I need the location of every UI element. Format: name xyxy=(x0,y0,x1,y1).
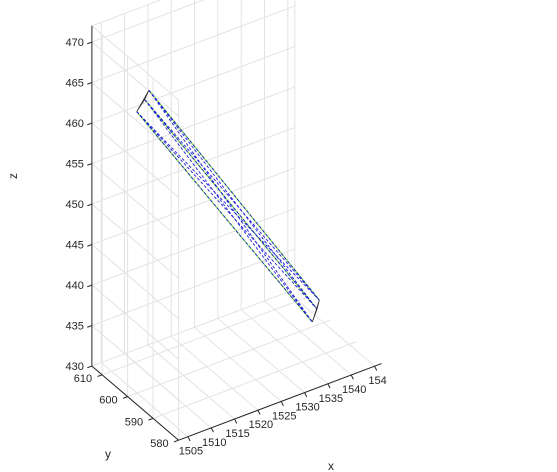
z-tick-label: 450 xyxy=(66,199,84,211)
z-tick-label: 440 xyxy=(66,280,84,292)
gridline-z-left xyxy=(91,163,179,239)
gridline-x-floor xyxy=(240,309,329,385)
gridline-z-back xyxy=(91,45,296,124)
z-tick-mark xyxy=(87,163,93,166)
z-tick-label: 435 xyxy=(66,321,84,333)
gridline-y-floor xyxy=(101,297,306,376)
x-tick-label: 154 xyxy=(368,375,386,387)
gridline-z-left xyxy=(91,244,179,320)
gridline-x-floor xyxy=(217,318,305,393)
dashed-edge-line xyxy=(148,89,313,323)
y-tick-label: 610 xyxy=(74,373,92,385)
x-tick-label: 1520 xyxy=(249,419,273,431)
gridline-x-floor xyxy=(287,291,375,367)
z-tick-label: 430 xyxy=(66,361,84,373)
x-tick-mark xyxy=(327,383,331,389)
gridline-z-back xyxy=(91,207,296,286)
dashed-edge-line xyxy=(144,99,318,310)
y-tick-mark xyxy=(148,417,154,421)
x-tick-label: 1535 xyxy=(319,393,343,405)
x-tick-mark xyxy=(350,374,354,380)
z-tick-mark xyxy=(87,244,93,247)
gridline-z-back xyxy=(91,86,296,165)
box-edge-top-back xyxy=(91,0,162,27)
z-tick-mark xyxy=(87,284,93,288)
x-tick-label: 1515 xyxy=(225,428,249,440)
x-tick-label: 1525 xyxy=(272,410,296,422)
x-tick-mark xyxy=(234,418,238,424)
grid-layer xyxy=(91,0,382,441)
end-face-triangle xyxy=(136,90,150,112)
x-tick-label: 1505 xyxy=(179,446,203,458)
x-tick-label: 1510 xyxy=(202,437,226,449)
z-tick-label: 455 xyxy=(66,159,84,171)
x-tick-mark xyxy=(374,365,378,371)
gridline-x-floor xyxy=(264,300,352,376)
gridline-z-left xyxy=(91,284,179,360)
gridline-z-left xyxy=(91,122,179,198)
y-tick-label: 590 xyxy=(125,416,143,428)
gridline-z-back xyxy=(91,126,296,205)
gridline-z-back xyxy=(91,288,296,367)
series-layer xyxy=(136,89,320,323)
y-tick-mark xyxy=(173,439,179,443)
z-tick-label: 445 xyxy=(66,240,84,252)
z-axis-label: z xyxy=(6,173,20,179)
z-tick-mark xyxy=(87,203,93,207)
dashed-edge-line xyxy=(136,111,313,323)
x-tick-mark xyxy=(257,410,261,415)
gridline-x-floor xyxy=(170,335,259,411)
gridline-x-floor xyxy=(147,344,235,420)
dashed-edge-line xyxy=(148,89,320,301)
x-tick-label: 1530 xyxy=(295,402,319,414)
gridline-z-back xyxy=(91,248,296,327)
y-tick-mark xyxy=(97,374,103,377)
x-tick-mark xyxy=(210,427,214,433)
gridline-y-floor xyxy=(152,341,357,419)
gridline-z-back xyxy=(91,0,205,43)
gridline-x-floor xyxy=(100,362,189,438)
dashed-edge-line xyxy=(144,99,320,301)
z-tick-label: 465 xyxy=(66,78,84,90)
z-tick-mark xyxy=(87,365,93,369)
y-axis-line xyxy=(91,365,179,441)
gridline-x-floor xyxy=(194,326,282,402)
gridline-z-left xyxy=(91,203,179,279)
box-edge-top-left xyxy=(91,25,179,101)
dashed-edge-line xyxy=(136,111,320,301)
x-axis-line xyxy=(178,363,382,441)
gridline-z-back xyxy=(91,167,296,246)
z-tick-mark xyxy=(87,82,93,85)
y-tick-mark xyxy=(122,396,128,399)
y-axis-label: y xyxy=(105,447,111,461)
gridline-z-left xyxy=(91,41,179,117)
z-tick-mark xyxy=(87,41,93,45)
dashed-edge-line xyxy=(136,111,318,310)
gridline-y-floor xyxy=(127,319,331,398)
z-tick-label: 460 xyxy=(66,118,84,130)
dashed-edge-line xyxy=(144,99,313,323)
y-tick-label: 580 xyxy=(150,438,168,450)
x-axis-label: x xyxy=(328,459,334,472)
z-tick-mark xyxy=(87,122,93,126)
y-tick-label: 600 xyxy=(99,395,117,407)
dashed-edge-line xyxy=(148,89,318,310)
gridline-z-left xyxy=(91,325,179,401)
gridline-z-back xyxy=(91,5,296,84)
end-face-triangle xyxy=(311,299,320,323)
z-tick-label: 470 xyxy=(66,37,84,49)
x-tick-mark xyxy=(187,436,191,442)
z-tick-mark xyxy=(87,325,93,328)
x-tick-label: 1540 xyxy=(342,384,366,396)
x-tick-mark xyxy=(304,392,308,398)
x-tick-mark xyxy=(280,401,284,406)
